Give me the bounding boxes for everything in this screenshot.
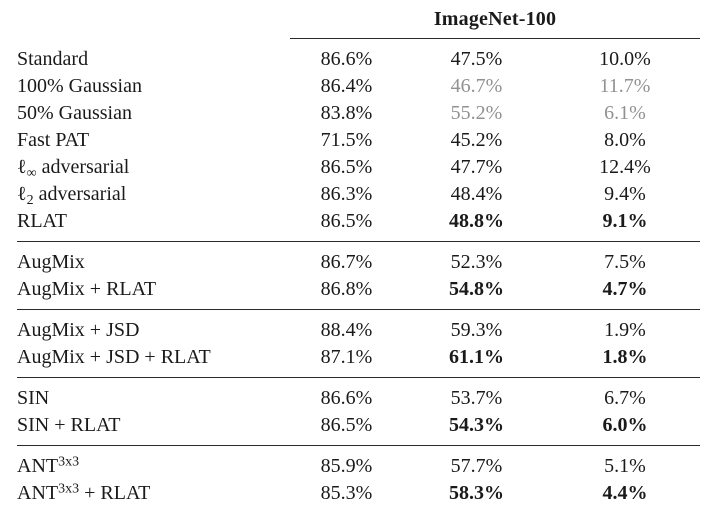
row-label: SIN xyxy=(17,387,50,409)
row-label: Fast PAT xyxy=(17,129,90,151)
value-cell: 10.0% xyxy=(599,48,651,70)
table-section: AugMix + JSD 88.4% 59.3% 1.9% AugMix + JSD +… xyxy=(17,317,700,371)
value-cell: 1.8% xyxy=(602,346,648,368)
value-cell: 87.1% xyxy=(320,346,373,368)
table-row: ANT3x3 85.9% 57.7% 5.1% xyxy=(17,453,700,480)
value-cell: 9.1% xyxy=(602,210,648,232)
table-row: AugMix + RLAT 86.8% 54.8% 4.7% xyxy=(17,276,700,303)
section-rule xyxy=(17,241,700,242)
value-cell: 54.8% xyxy=(449,278,504,300)
table-section: AugMix 86.7% 52.3% 7.5% AugMix + RLAT 86.8% 54… xyxy=(17,249,700,303)
value-cell: 86.5% xyxy=(320,414,373,436)
value-cell: 61.1% xyxy=(449,346,504,368)
value-cell: 45.2% xyxy=(450,129,503,151)
table-row: AugMix 86.7% 52.3% 7.5% xyxy=(17,249,700,276)
row-label: 50% Gaussian xyxy=(17,102,132,124)
value-cell: 48.4% xyxy=(450,183,503,205)
value-cell: 4.4% xyxy=(602,482,648,504)
table-row: RLAT 86.5% 48.8% 9.1% xyxy=(17,208,700,235)
value-cell: 47.5% xyxy=(450,48,503,70)
value-cell: 71.5% xyxy=(320,129,373,151)
table-row: SIN 86.6% 53.7% 6.7% xyxy=(17,385,700,412)
row-label: AugMix + JSD xyxy=(17,319,140,341)
row-label: AugMix + JSD + RLAT xyxy=(17,346,211,368)
section-rule xyxy=(17,445,700,446)
value-cell: 12.4% xyxy=(599,156,651,178)
value-cell: 1.9% xyxy=(604,319,646,341)
row-label: RLAT xyxy=(17,210,67,232)
table-row: 50% Gaussian 83.8% 55.2% 6.1% xyxy=(17,100,700,127)
row-label: SIN + RLAT xyxy=(17,414,121,436)
row-label: AugMix xyxy=(17,251,85,273)
row-label: ℓ∞ adversarial xyxy=(17,156,130,181)
value-cell: 86.6% xyxy=(320,48,373,70)
value-cell: 52.3% xyxy=(450,251,503,273)
section-rule xyxy=(17,377,700,378)
table-section: ANT3x3 85.9% 57.7% 5.1% ANT3x3 + RLAT 85.3% 58… xyxy=(17,453,700,507)
table-row: SIN + RLAT 86.5% 54.3% 6.0% xyxy=(17,412,700,439)
section-rule xyxy=(17,309,700,310)
row-label: 100% Gaussian xyxy=(17,75,142,97)
table-row: AugMix + JSD 88.4% 59.3% 1.9% xyxy=(17,317,700,344)
value-cell: 6.0% xyxy=(602,414,648,436)
value-cell: 5.1% xyxy=(604,455,646,477)
value-cell: 86.3% xyxy=(320,183,373,205)
value-cell: 4.7% xyxy=(602,278,648,300)
value-cell: 88.4% xyxy=(320,319,373,341)
value-cell: 57.7% xyxy=(450,455,503,477)
value-cell: 7.5% xyxy=(604,251,646,273)
table-row: AugMix + JSD + RLAT 87.1% 61.1% 1.8% xyxy=(17,344,700,371)
value-cell: 59.3% xyxy=(450,319,503,341)
table-header-row: ImageNet-100 xyxy=(17,6,700,38)
value-cell: 53.7% xyxy=(450,387,503,409)
value-cell: 86.5% xyxy=(320,156,373,178)
value-cell: 8.0% xyxy=(604,129,646,151)
table-row: ℓ∞ adversarial 86.5% 47.7% 12.4% xyxy=(17,154,700,181)
value-cell: 86.7% xyxy=(320,251,373,273)
value-cell: 86.8% xyxy=(320,278,373,300)
row-label: Standard xyxy=(17,48,89,70)
header-rule-spacer xyxy=(17,38,290,39)
value-cell: 58.3% xyxy=(449,482,504,504)
table-section: Standard 86.6% 47.5% 10.0% 100% Gaussian 86.4… xyxy=(17,46,700,235)
row-label: ℓ2 adversarial xyxy=(17,183,127,208)
row-label: ANT3x3 xyxy=(17,454,80,477)
value-cell: 48.8% xyxy=(449,210,504,232)
value-cell: 85.3% xyxy=(320,482,373,504)
value-cell: 47.7% xyxy=(450,156,503,178)
table-row: Fast PAT 71.5% 45.2% 8.0% xyxy=(17,127,700,154)
column-group-title: ImageNet-100 xyxy=(433,8,557,30)
table-body: Standard 86.6% 47.5% 10.0% 100% Gaussian 86.4… xyxy=(17,39,700,507)
header-rule xyxy=(290,38,700,39)
value-cell: 46.7% xyxy=(450,75,503,97)
value-cell: 86.4% xyxy=(320,75,373,97)
value-cell: 11.7% xyxy=(599,75,651,97)
value-cell: 86.5% xyxy=(320,210,373,232)
value-cell: 9.4% xyxy=(604,183,646,205)
value-cell: 83.8% xyxy=(320,102,373,124)
value-cell: 54.3% xyxy=(449,414,504,436)
table-row: 100% Gaussian 86.4% 46.7% 11.7% xyxy=(17,73,700,100)
table-row: ANT3x3 + RLAT 85.3% 58.3% 4.4% xyxy=(17,480,700,507)
table-row: ℓ2 adversarial 86.3% 48.4% 9.4% xyxy=(17,181,700,208)
value-cell: 85.9% xyxy=(320,455,373,477)
row-label: AugMix + RLAT xyxy=(17,278,157,300)
value-cell: 86.6% xyxy=(320,387,373,409)
table-section: SIN 86.6% 53.7% 6.7% SIN + RLAT 86.5% 54.3% 6.0… xyxy=(17,385,700,439)
value-cell: 6.1% xyxy=(604,102,646,124)
header-rule-row xyxy=(17,38,700,39)
row-label: ANT3x3 + RLAT xyxy=(17,481,151,504)
value-cell: 55.2% xyxy=(450,102,503,124)
value-cell: 6.7% xyxy=(604,387,646,409)
table-row: Standard 86.6% 47.5% 10.0% xyxy=(17,46,700,73)
